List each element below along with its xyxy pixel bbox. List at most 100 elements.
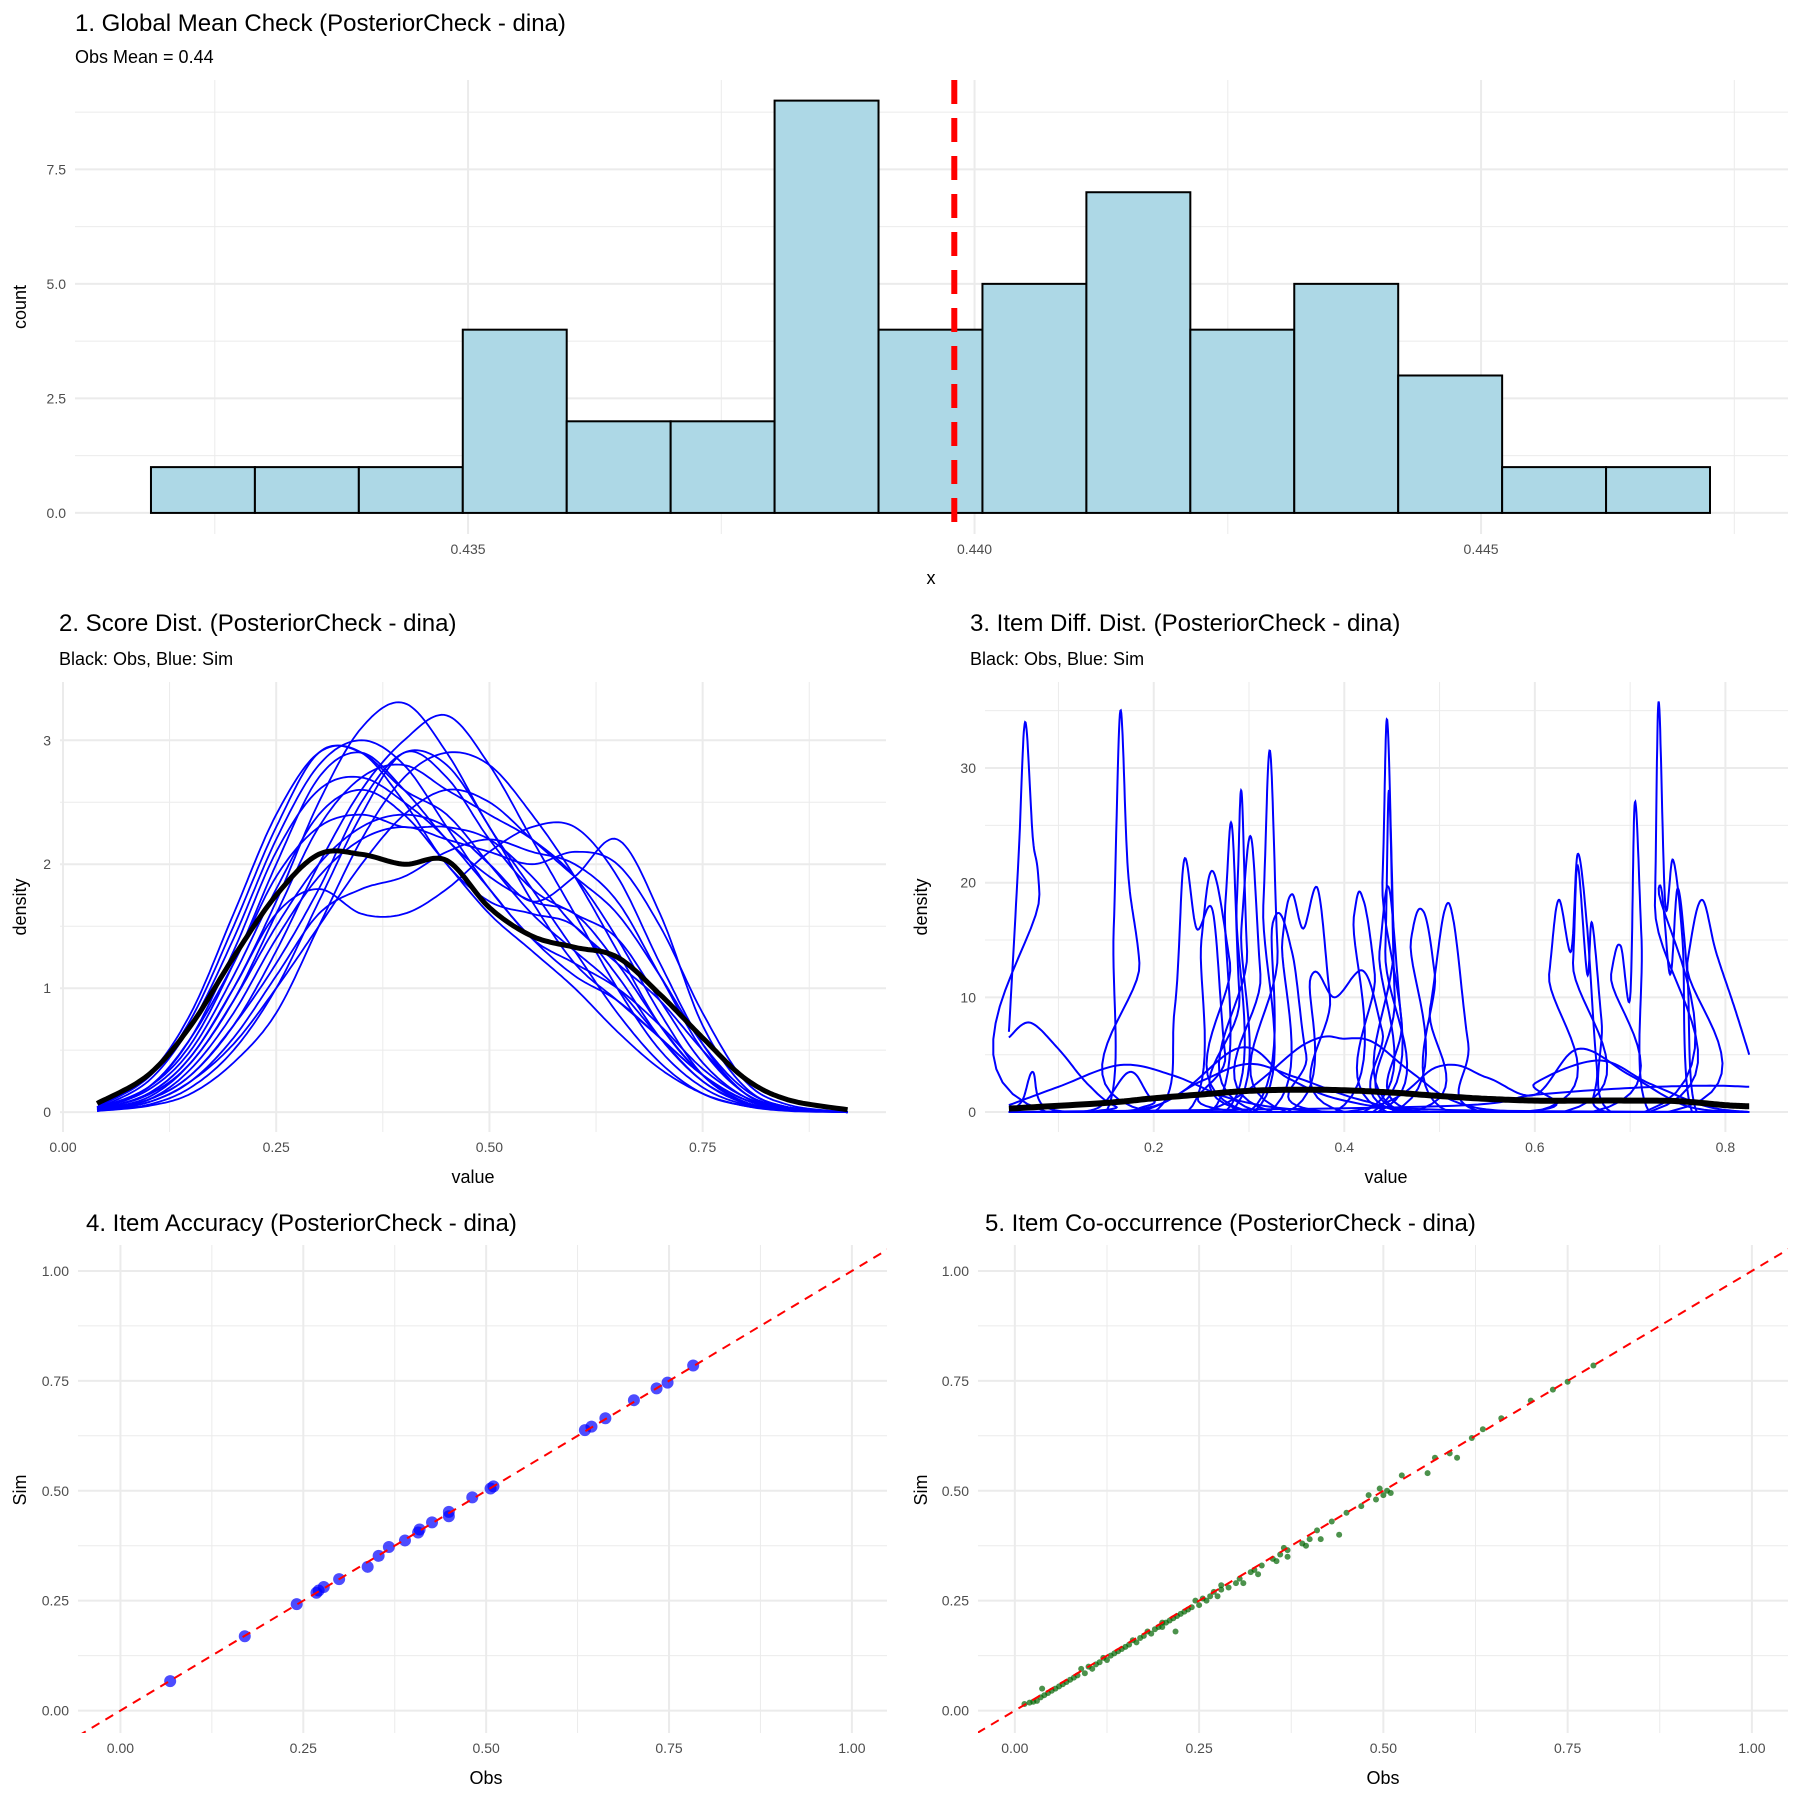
obs-density-curve [95, 848, 848, 1113]
histogram-bar [773, 99, 880, 514]
obs-density-curve [1008, 1086, 1750, 1112]
data-point [1372, 1496, 1379, 1503]
y-tick-label: 20 [960, 875, 976, 891]
data-point [1302, 1542, 1309, 1549]
histogram-bar [461, 328, 568, 514]
sim-density-curve [97, 750, 848, 1114]
sim-density-curve [992, 720, 1750, 1113]
data-point [1207, 1593, 1214, 1600]
data-point [1192, 1597, 1199, 1604]
histogram-bar [1605, 466, 1711, 514]
histogram-bar [877, 328, 984, 514]
data-point [1232, 1580, 1239, 1587]
data-point [1424, 1470, 1431, 1477]
x-tick-label: 0.25 [1185, 1740, 1212, 1756]
x-tick-label: 0.50 [1370, 1740, 1397, 1756]
y-tick-label: 7.5 [47, 161, 67, 177]
histogram-bar [357, 466, 464, 514]
histogram-bar [669, 420, 776, 514]
y-tick-label: 0.50 [42, 1483, 69, 1499]
sim-density-curve [1008, 852, 1750, 1113]
x-tick-label: 0.25 [263, 1139, 290, 1155]
y-tick-label: 2 [43, 856, 51, 872]
y-tick-label: 0 [43, 1104, 51, 1120]
data-point [1258, 1562, 1265, 1569]
panel4-title: 4. Item Accuracy (PosteriorCheck - dina) [86, 1210, 517, 1237]
histogram-bar [253, 466, 360, 514]
sim-density-curve [1008, 863, 1750, 1113]
panel3-x-axis-title: value [1364, 1167, 1407, 1187]
panel4-x-axis-title: Obs [469, 1768, 502, 1788]
data-point [1218, 1582, 1225, 1589]
x-tick-label: 0.8 [1716, 1139, 1736, 1155]
panel4-y-axis-title: Sim [10, 1475, 30, 1506]
panel-1: 0.435 0.440 0.445 0.0 2.5 5.0 7.5 [47, 80, 1788, 557]
data-point [1133, 1639, 1140, 1646]
x-tick-label: 0.00 [1001, 1740, 1028, 1756]
y-tick-label: 0.00 [942, 1703, 969, 1719]
data-point [1306, 1536, 1313, 1543]
x-tick-label: 0.00 [107, 1740, 134, 1756]
data-point [1454, 1454, 1461, 1461]
data-point [442, 1505, 455, 1518]
data-point [1365, 1492, 1372, 1499]
sim-density-curve [1008, 869, 1750, 1113]
histogram-bar [1189, 328, 1296, 514]
sim-density-curve [1008, 969, 1750, 1113]
data-point [1590, 1362, 1597, 1369]
sim-density-curve [96, 775, 848, 1114]
sim-density-curve [96, 826, 848, 1114]
data-point [1218, 1586, 1225, 1593]
x-tick-label: 0.4 [1335, 1139, 1355, 1155]
y-tick-label: 0.00 [42, 1703, 69, 1719]
sim-density-curve [1008, 701, 1750, 1113]
histogram-bar [981, 282, 1088, 514]
x-tick-label: 0.00 [49, 1139, 76, 1155]
sim-density-curve [96, 751, 848, 1114]
panel2-title: 2. Score Dist. (PosteriorCheck - dina) [59, 610, 456, 637]
data-point [1240, 1580, 1247, 1587]
data-point [1081, 1670, 1088, 1677]
histogram-bar [1293, 282, 1400, 514]
data-point [1172, 1628, 1179, 1635]
data-point [1358, 1503, 1365, 1510]
panel2-subtitle: Black: Obs, Blue: Sim [59, 649, 233, 669]
data-point [1214, 1593, 1221, 1600]
data-point [1317, 1536, 1324, 1543]
data-point [1336, 1531, 1343, 1538]
y-tick-label: 2.5 [47, 390, 67, 406]
panel5-title: 5. Item Co-occurrence (PosteriorCheck - … [985, 1210, 1476, 1237]
histogram-bar [1501, 466, 1608, 514]
data-point [361, 1560, 374, 1573]
panel-2: 0.00 0.25 0.50 0.75 0 1 2 3 [43, 682, 886, 1155]
data-point [317, 1581, 330, 1594]
x-tick-label: 0.6 [1525, 1139, 1545, 1155]
data-point [1225, 1584, 1232, 1591]
y-tick-label: 1.00 [42, 1263, 69, 1279]
panel5-y-axis-title: Sim [911, 1475, 931, 1506]
sim-density-curve [1008, 1084, 1750, 1113]
data-point [1103, 1657, 1110, 1664]
y-tick-label: 0.75 [942, 1373, 969, 1389]
histogram-bar [1397, 374, 1504, 514]
x-tick-label: 0.445 [1464, 541, 1499, 557]
plot-area [992, 701, 1751, 1113]
sim-density-curve [96, 813, 848, 1114]
panel2-y-axis-title: density [10, 878, 30, 935]
panel1-subtitle: Obs Mean = 0.44 [75, 47, 214, 67]
x-tick-label: 1.00 [838, 1740, 865, 1756]
x-tick-label: 0.2 [1144, 1139, 1164, 1155]
data-point [1255, 1571, 1262, 1578]
x-tick-label: 0.440 [957, 541, 992, 557]
x-tick-label: 0.435 [451, 541, 486, 557]
data-point [1039, 1685, 1046, 1692]
sim-density-curve [1008, 799, 1750, 1113]
data-point [1277, 1551, 1284, 1558]
panel-5: 0.00 0.25 0.50 0.75 1.00 0.00 0.25 0.50 0.75 1.00 [942, 1245, 1788, 1756]
y-tick-label: 3 [43, 732, 51, 748]
x-tick-label: 0.50 [476, 1139, 503, 1155]
sim-density-curve [96, 744, 848, 1114]
y-tick-label: 1 [43, 980, 51, 996]
panel3-y-axis-title: density [911, 878, 931, 935]
panel1-y-axis-title: count [10, 285, 30, 329]
